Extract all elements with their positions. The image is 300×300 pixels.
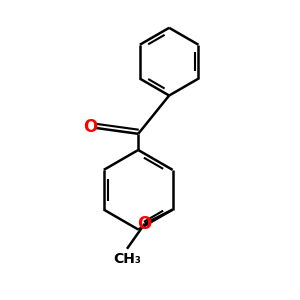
Text: O: O: [137, 215, 152, 233]
Text: CH₃: CH₃: [113, 252, 141, 266]
Text: O: O: [83, 118, 98, 136]
